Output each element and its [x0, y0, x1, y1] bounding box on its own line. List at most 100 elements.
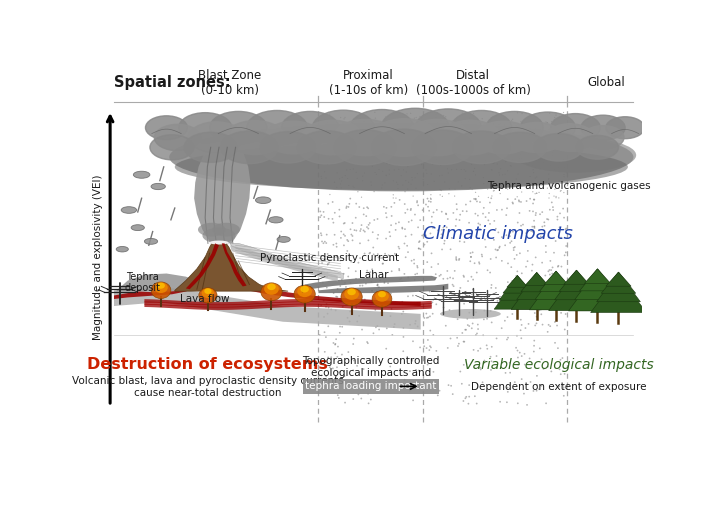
Point [473, 258, 485, 266]
Point [426, 218, 437, 227]
Point [511, 132, 523, 140]
Point [482, 232, 493, 240]
Point [382, 381, 394, 389]
Point [353, 135, 364, 144]
Point [328, 241, 339, 249]
Point [359, 295, 371, 303]
Point [347, 219, 358, 227]
Point [369, 216, 380, 224]
Point [438, 240, 450, 248]
Point [458, 165, 470, 174]
Point [333, 394, 344, 402]
Point [544, 266, 555, 274]
Point [522, 160, 533, 168]
Point [385, 312, 396, 320]
Point [501, 231, 512, 239]
Point [548, 116, 560, 124]
Point [456, 165, 467, 174]
Ellipse shape [451, 110, 512, 145]
Point [399, 270, 410, 278]
Point [401, 168, 412, 176]
Point [503, 333, 514, 342]
Ellipse shape [175, 144, 628, 190]
Point [356, 281, 368, 290]
Point [527, 222, 538, 231]
Point [446, 234, 458, 242]
Point [409, 275, 420, 284]
Point [320, 174, 332, 182]
Point [377, 125, 389, 133]
Point [332, 363, 343, 372]
Point [328, 241, 339, 249]
Point [315, 229, 327, 237]
Point [435, 116, 446, 124]
Point [319, 357, 330, 365]
Point [471, 155, 482, 163]
Point [472, 321, 483, 329]
Point [357, 177, 369, 185]
Point [365, 395, 376, 404]
Point [530, 163, 541, 172]
Point [442, 165, 453, 173]
Ellipse shape [210, 111, 267, 144]
Point [468, 195, 480, 203]
Polygon shape [525, 272, 548, 286]
Polygon shape [186, 243, 219, 289]
Ellipse shape [184, 132, 237, 162]
Point [433, 260, 444, 268]
Point [329, 178, 340, 186]
Point [376, 181, 388, 189]
Point [553, 344, 564, 352]
Point [366, 278, 377, 286]
Point [512, 347, 523, 355]
Point [393, 218, 404, 227]
Point [332, 154, 344, 162]
Point [519, 360, 530, 369]
Point [453, 340, 465, 348]
Point [319, 168, 330, 176]
Point [339, 147, 350, 155]
Point [314, 213, 326, 221]
Point [548, 206, 559, 214]
Point [545, 367, 557, 376]
Point [347, 142, 358, 150]
Point [406, 257, 417, 265]
Point [515, 326, 526, 334]
Point [392, 184, 404, 192]
Point [337, 351, 348, 359]
Point [465, 197, 476, 206]
Point [339, 219, 350, 227]
Point [543, 267, 554, 275]
Point [489, 159, 501, 167]
Point [394, 244, 405, 252]
Point [359, 355, 370, 363]
Ellipse shape [440, 309, 501, 319]
Point [467, 320, 478, 328]
Point [328, 289, 339, 297]
Point [513, 197, 525, 206]
Point [355, 124, 366, 132]
Point [326, 133, 337, 141]
Point [368, 250, 379, 259]
Point [534, 306, 545, 315]
Point [475, 365, 486, 374]
Point [339, 115, 350, 123]
Point [447, 390, 458, 398]
Point [330, 306, 342, 315]
Point [334, 121, 345, 129]
Point [323, 140, 334, 148]
Point [321, 231, 332, 239]
Point [527, 228, 538, 236]
Point [427, 224, 438, 232]
Point [517, 220, 528, 229]
Point [455, 284, 466, 292]
Point [336, 127, 347, 135]
Point [528, 275, 539, 283]
Point [531, 387, 543, 395]
Point [372, 280, 384, 289]
Point [463, 392, 475, 401]
Point [476, 115, 488, 123]
Point [540, 144, 551, 152]
Point [467, 286, 478, 294]
Point [549, 165, 560, 174]
